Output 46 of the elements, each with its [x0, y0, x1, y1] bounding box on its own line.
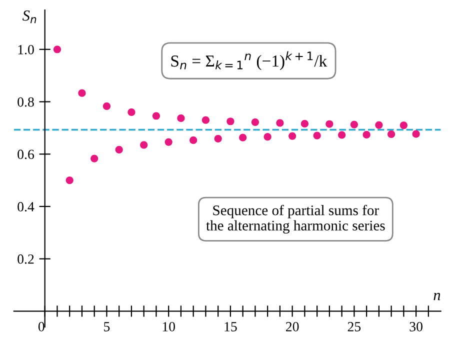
- point: [362, 130, 370, 139]
- x-tick-label: 30: [410, 322, 422, 332]
- y-tick-label: 0.8: [18, 97, 34, 107]
- x-tick-label: 25: [348, 322, 361, 332]
- y-tick-label: 0.6: [18, 150, 34, 160]
- point: [78, 89, 86, 97]
- point: [300, 120, 308, 128]
- point: [326, 120, 334, 128]
- point: [53, 46, 62, 54]
- point: [400, 122, 408, 130]
- point: [177, 114, 185, 122]
- y-axis-title: S$_{n}$: [22, 10, 36, 24]
- point: [66, 176, 74, 184]
- point: [412, 130, 420, 138]
- point: [115, 146, 123, 154]
- point: [239, 134, 247, 142]
- point: [226, 118, 234, 126]
- point: [251, 118, 260, 126]
- y-tick-label: 1.0: [18, 44, 34, 54]
- point: [288, 132, 296, 140]
- point: [264, 133, 272, 141]
- point: [350, 120, 358, 128]
- point: [338, 131, 346, 139]
- x-axis-title: n: [434, 292, 440, 300]
- point: [388, 130, 396, 138]
- point: [214, 134, 222, 142]
- y-tick-label: 0.2: [18, 254, 34, 264]
- y-tick-label: 0.4: [18, 202, 34, 212]
- point: [90, 154, 98, 162]
- x-tick-label: 5: [104, 322, 110, 332]
- point: [128, 108, 136, 116]
- point: [102, 102, 111, 110]
- point: [276, 119, 284, 127]
- point: [202, 116, 210, 124]
- x-tick-label: 0: [38, 322, 44, 332]
- annotation: S$_{n}$ = Σ$_{k=1}$$^{n}$ (−1)$^{k+1}$/k: [171, 51, 328, 70]
- point: [375, 121, 383, 129]
- point: [190, 136, 198, 144]
- point: [152, 112, 160, 120]
- point: [140, 141, 148, 149]
- point: [164, 138, 172, 146]
- annotation: Sequence of partial sums for the alternating harmonic series: [206, 204, 385, 234]
- x-tick-label: 15: [224, 322, 237, 332]
- x-tick-label: 10: [162, 322, 175, 332]
- x-tick-label: 20: [286, 322, 299, 332]
- point: [313, 132, 321, 140]
